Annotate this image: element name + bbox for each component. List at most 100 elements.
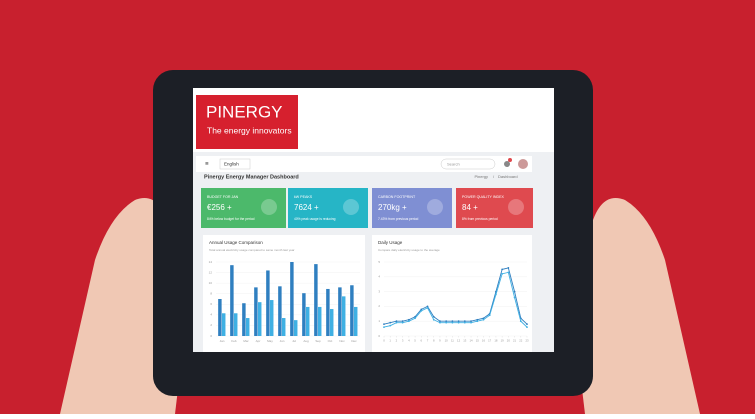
bar	[242, 303, 246, 336]
point	[426, 305, 429, 308]
y-tick-label: 1	[378, 319, 380, 323]
card	[456, 188, 533, 228]
bar	[230, 265, 234, 336]
point	[501, 272, 504, 275]
point	[401, 321, 404, 324]
point	[395, 321, 398, 324]
point	[463, 320, 466, 323]
logo-box	[196, 95, 298, 149]
point	[389, 321, 392, 324]
x-tick-label: 7	[427, 339, 429, 343]
x-tick-label: 1	[389, 339, 391, 343]
point	[439, 321, 441, 324]
card	[372, 188, 452, 228]
point	[526, 323, 528, 326]
point	[470, 320, 472, 323]
point	[501, 268, 504, 271]
bar	[318, 306, 322, 336]
breadcrumb[interactable]: Pinergy	[474, 174, 488, 179]
x-tick-label: 19	[501, 339, 505, 343]
x-tick-label: Sep	[315, 339, 321, 343]
x-tick-label: Jun	[280, 339, 285, 343]
y-tick-label: 3	[378, 289, 380, 293]
bell-icon[interactable]	[504, 161, 510, 167]
bar	[234, 313, 238, 336]
point	[457, 321, 460, 324]
page-title: Pinergy Energy Manager Dashboard	[204, 174, 299, 180]
y-tick-label: 10	[209, 281, 213, 285]
x-tick-label: 16	[482, 339, 486, 343]
y-tick-label: 14	[209, 260, 213, 264]
y-tick-label: 12	[209, 270, 213, 274]
x-tick-label: 8	[433, 339, 435, 343]
point	[513, 296, 516, 299]
x-tick-label: Apr	[256, 339, 261, 343]
x-tick-label: 12	[457, 339, 461, 343]
menu-icon[interactable]: ≡	[205, 162, 209, 168]
bar	[342, 296, 346, 336]
language-select[interactable]	[219, 158, 251, 170]
tagline: The energy innovators	[207, 125, 292, 135]
point	[482, 318, 485, 321]
search[interactable]: Search	[447, 162, 460, 167]
bar	[218, 299, 222, 336]
x-tick-label: 15	[476, 339, 480, 343]
y-tick-label: 6	[210, 302, 212, 306]
card	[288, 188, 368, 228]
card	[201, 188, 286, 228]
point	[432, 315, 435, 318]
point	[507, 267, 510, 269]
card-value: €256 +	[207, 203, 232, 212]
x-tick-label: 21	[513, 339, 517, 343]
avatar[interactable]	[518, 159, 528, 169]
point	[513, 290, 516, 293]
x-tick-label: May	[267, 339, 273, 343]
x-tick-label: 6	[421, 339, 423, 343]
y-tick-label: 4	[210, 313, 212, 317]
x-tick-label: Nov	[339, 339, 345, 343]
y-tick-label: 0	[210, 334, 212, 338]
bar	[314, 264, 318, 336]
point	[407, 318, 410, 321]
line	[383, 271, 528, 328]
card-icon	[261, 199, 277, 215]
y-tick-label: 5	[378, 260, 380, 264]
x-tick-label: 13	[463, 339, 467, 343]
point	[439, 320, 441, 323]
card-icon	[427, 199, 443, 215]
x-tick-label: Mar	[243, 339, 248, 343]
x-tick-label: 17	[488, 339, 492, 343]
point	[389, 324, 392, 327]
bar	[278, 286, 282, 336]
x-tick-label: 3	[402, 339, 404, 343]
point	[414, 317, 416, 320]
y-tick-label: 0	[378, 334, 380, 338]
breadcrumb: Dashboard	[498, 174, 518, 179]
breadcrumb-sep: /	[493, 174, 495, 179]
chart-subtitle: Total annual electricity usage compared …	[209, 248, 295, 252]
point	[451, 320, 454, 323]
search-box[interactable]	[440, 158, 496, 170]
card-note: 84% below budget for the period	[207, 217, 255, 221]
point	[488, 314, 491, 317]
point	[432, 318, 435, 321]
card-label: kW PEAKS	[294, 195, 313, 199]
line	[383, 267, 528, 325]
point	[476, 318, 479, 321]
chart-subtitle: Compare daily electricity usage to the a…	[378, 248, 440, 252]
x-tick-label: 0	[383, 339, 385, 343]
charts: Annual Usage Comparison Total annual elec…	[203, 235, 532, 352]
point	[407, 320, 410, 323]
x-tick-label: 22	[519, 339, 523, 343]
point	[457, 320, 460, 323]
x-tick-label: Jan	[220, 339, 225, 343]
x-tick-label: 20	[507, 339, 511, 343]
x-tick-label: 10	[445, 339, 449, 343]
x-tick-label: 4	[408, 339, 410, 343]
x-tick-label: 11	[451, 339, 454, 343]
language[interactable]: English	[224, 162, 239, 167]
point	[445, 321, 448, 324]
bar	[246, 318, 250, 336]
bar	[290, 262, 294, 336]
